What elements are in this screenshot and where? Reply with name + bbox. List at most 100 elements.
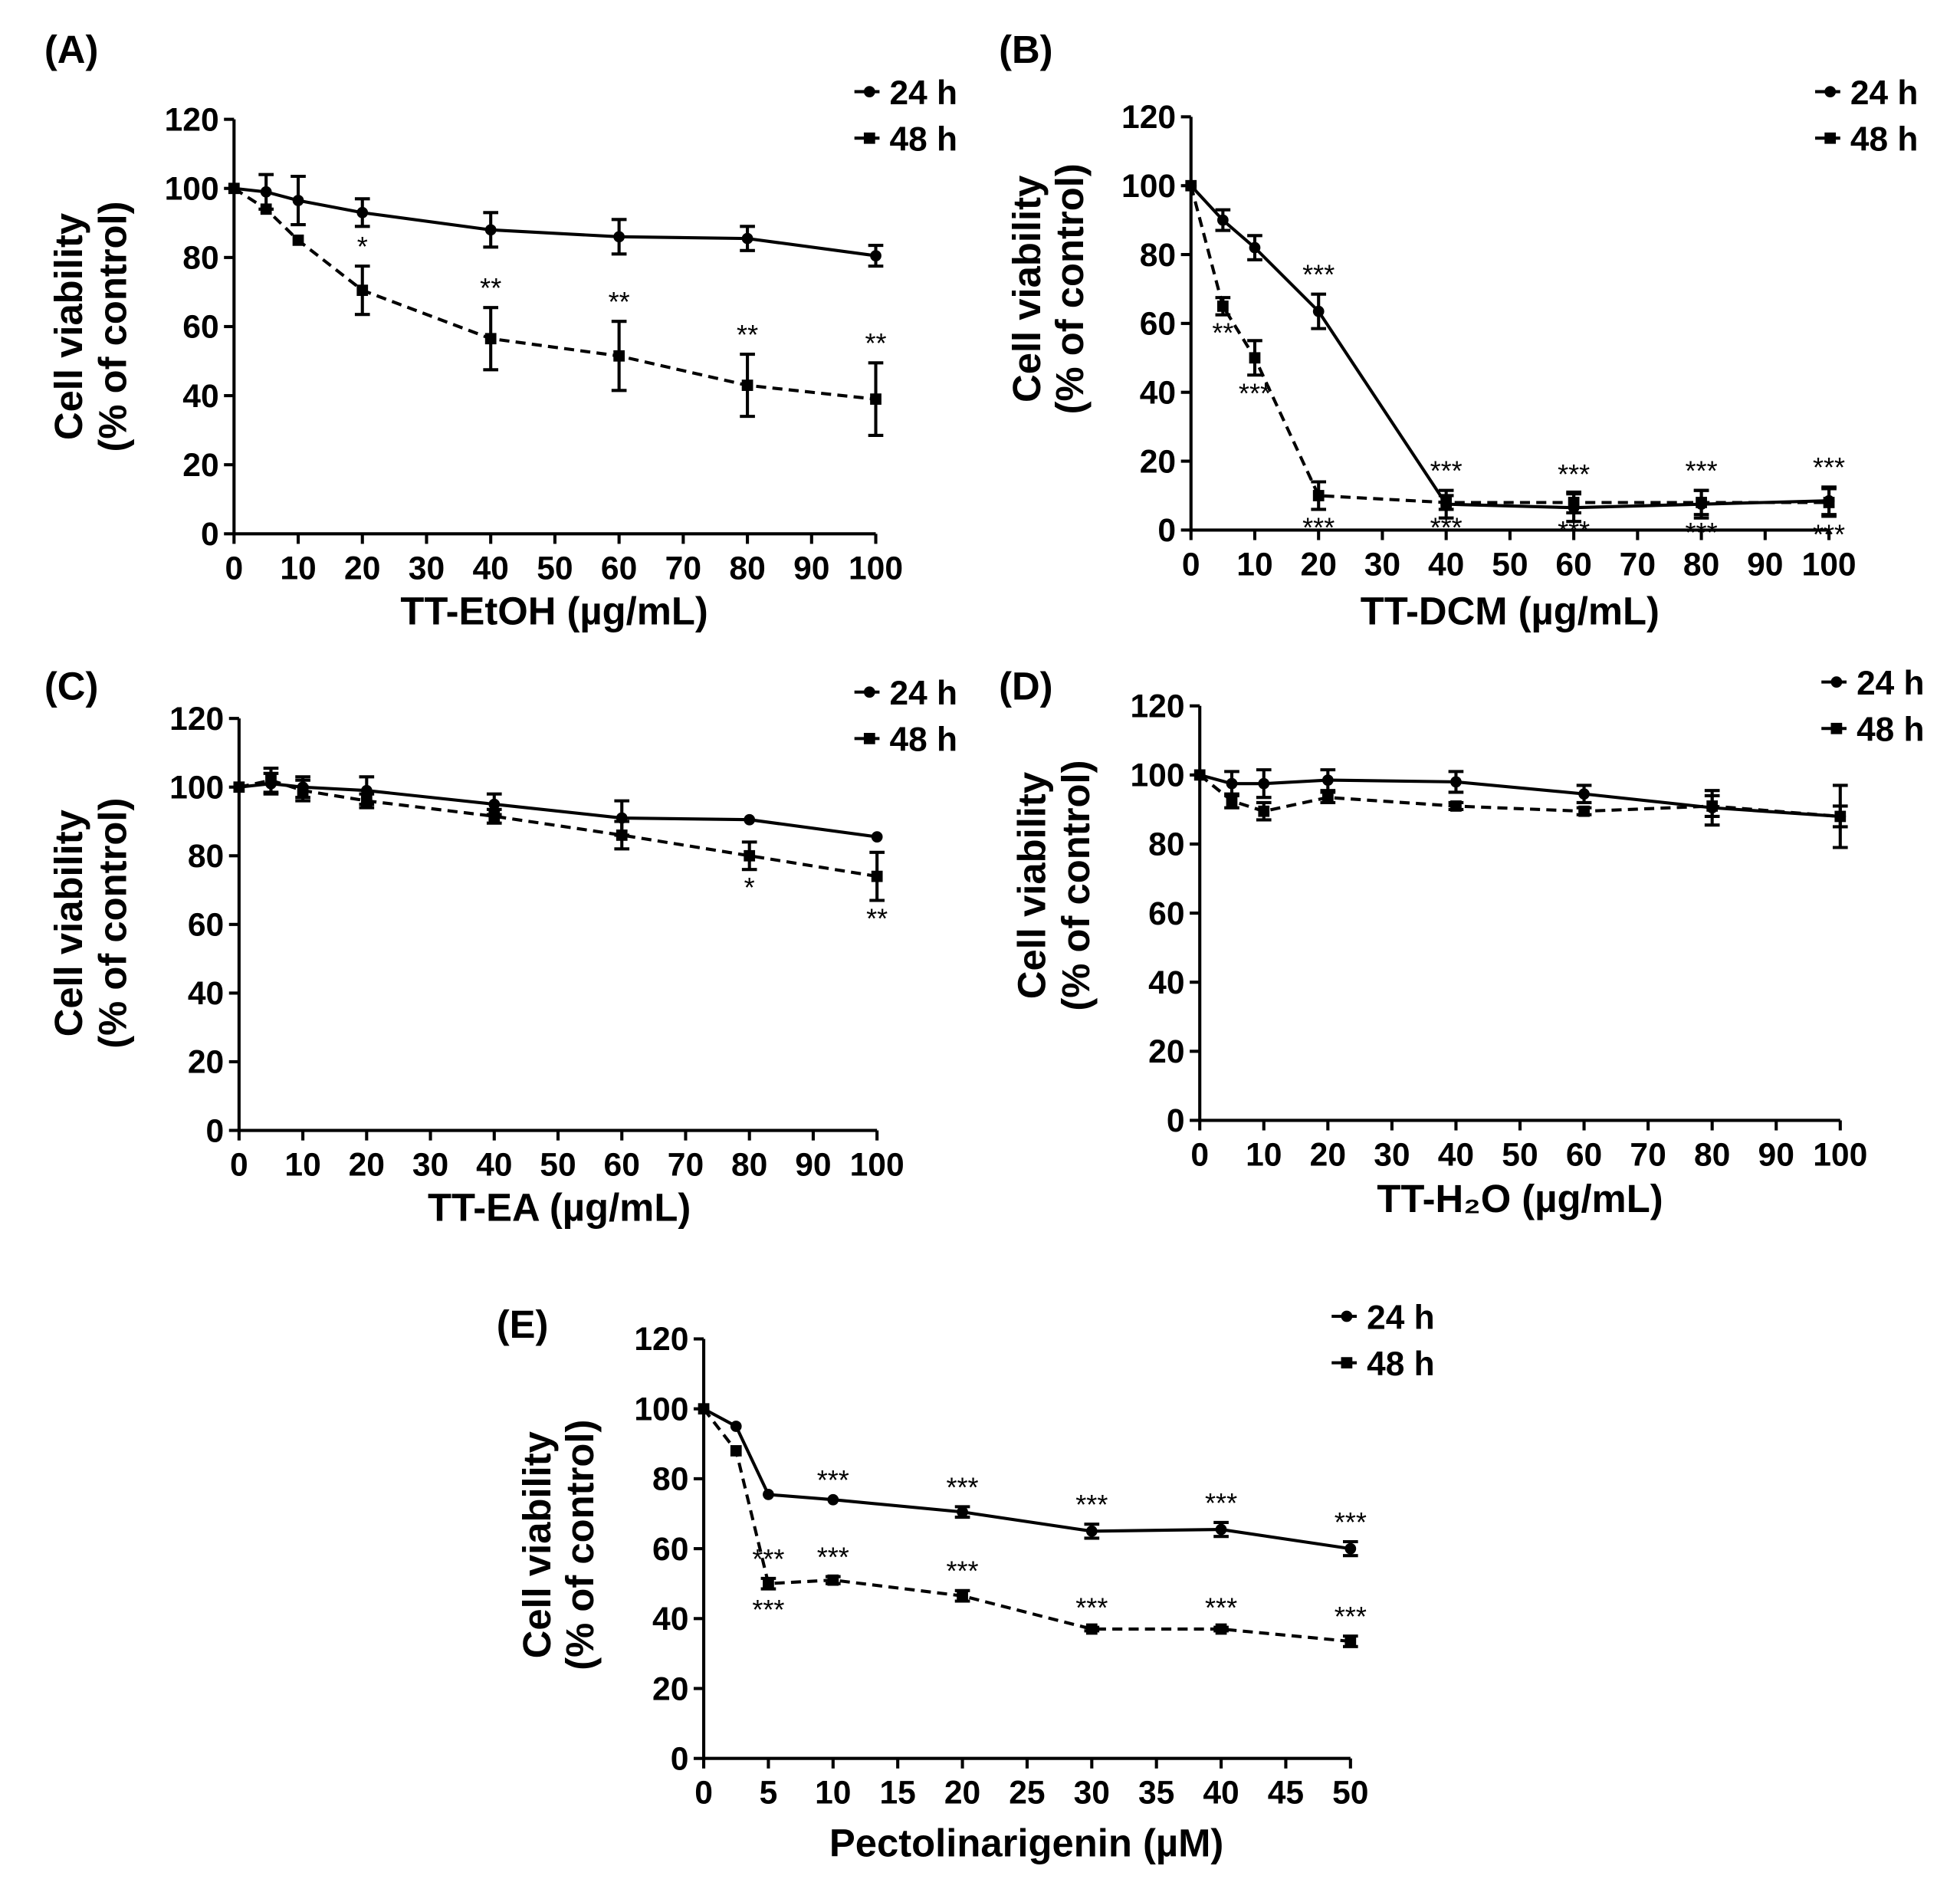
panel-label: (A) xyxy=(44,28,98,71)
data-point xyxy=(744,849,756,862)
x-tick-label: 100 xyxy=(1813,1136,1867,1173)
data-point xyxy=(730,1421,742,1432)
x-tick-label: 50 xyxy=(540,1147,576,1184)
data-point xyxy=(488,810,501,823)
x-tick-label: 5 xyxy=(760,1775,778,1812)
x-tick-label: 20 xyxy=(1301,546,1337,583)
legend-marker xyxy=(863,86,875,97)
x-tick-label: 30 xyxy=(409,550,445,586)
legend-label: 24 h xyxy=(890,675,957,712)
significance-marker: *** xyxy=(1813,518,1845,550)
x-tick-label: 50 xyxy=(1502,1136,1538,1173)
significance-marker: *** xyxy=(752,1543,784,1575)
series-line xyxy=(1190,184,1830,510)
x-tick-label: 30 xyxy=(1074,1775,1110,1812)
data-point xyxy=(1312,305,1325,317)
data-point xyxy=(1226,777,1238,790)
data-point xyxy=(1344,1542,1357,1555)
x-tick-label: 30 xyxy=(1364,546,1400,583)
series-48h xyxy=(1193,769,1848,829)
significance-marker: ** xyxy=(865,327,886,359)
y-tick-label: 80 xyxy=(188,838,224,875)
x-tick-label: 0 xyxy=(1182,546,1200,583)
panel-label: (C) xyxy=(44,665,98,708)
panel-label: (B) xyxy=(999,28,1052,71)
data-point xyxy=(698,1403,710,1415)
series-24h: *** *** *** *** *** xyxy=(1185,179,1845,524)
y-tick-label: 120 xyxy=(165,101,219,138)
y-tick-label: 40 xyxy=(182,378,218,415)
data-point xyxy=(265,774,277,787)
y-axis-title: Cell viability xyxy=(47,810,90,1036)
significance-marker: *** xyxy=(1302,511,1335,543)
data-point xyxy=(1185,179,1197,192)
significance-marker: * xyxy=(357,231,368,262)
data-point xyxy=(1085,1525,1098,1537)
y-tick-label: 0 xyxy=(671,1740,689,1777)
x-tick-label: 10 xyxy=(280,550,316,586)
data-point xyxy=(1321,774,1334,787)
x-tick-label: 90 xyxy=(1758,1136,1794,1173)
y-tick-label: 60 xyxy=(652,1531,688,1568)
x-tick-label: 15 xyxy=(879,1775,915,1812)
x-tick-label: 45 xyxy=(1268,1775,1304,1812)
x-tick-label: 10 xyxy=(284,1147,320,1184)
data-point xyxy=(871,831,883,843)
x-tick-label: 30 xyxy=(412,1147,448,1184)
legend-label: 24 h xyxy=(1850,74,1918,112)
y-tick-label: 20 xyxy=(182,447,218,484)
x-tick-label: 20 xyxy=(1310,1136,1346,1173)
data-point xyxy=(616,829,628,841)
x-tick-label: 50 xyxy=(1332,1775,1368,1812)
y-tick-label: 40 xyxy=(1140,374,1176,411)
x-tick-label: 100 xyxy=(1802,546,1857,583)
chart-panel-a: (A) 0 20 40 60 80 100 120 0 10 20 30 40 50 60 70 80 90 100… xyxy=(44,28,957,632)
data-point xyxy=(1823,497,1835,508)
y-tick-label: 100 xyxy=(1121,168,1176,205)
data-point xyxy=(870,393,882,405)
x-tick-label: 40 xyxy=(473,550,509,586)
legend-label: 48 h xyxy=(1367,1345,1434,1383)
x-tick-label: 0 xyxy=(694,1775,713,1812)
legend-marker xyxy=(1824,86,1837,97)
y-tick-label: 0 xyxy=(206,1112,225,1149)
x-tick-label: 20 xyxy=(349,1147,385,1184)
significance-marker: *** xyxy=(1558,515,1590,547)
x-tick-label: 40 xyxy=(1203,1775,1239,1812)
y-tick-label: 120 xyxy=(1131,688,1185,725)
data-point xyxy=(1085,1623,1098,1635)
series-line xyxy=(1189,185,1830,504)
y-tick-label: 120 xyxy=(634,1321,688,1358)
legend-label: 24 h xyxy=(890,74,957,112)
data-point xyxy=(1226,795,1238,807)
x-tick-label: 60 xyxy=(1555,546,1591,583)
legend-label: 48 h xyxy=(1850,121,1918,159)
significance-marker: *** xyxy=(947,1555,979,1587)
data-point xyxy=(1568,497,1580,508)
chart-panel-d: (D) 0 20 40 60 80 100 120 0 10 20 30 40 50 60 70 80 90 100… xyxy=(999,665,1924,1220)
y-tick-label: 80 xyxy=(1148,826,1184,863)
x-tick-label: 30 xyxy=(1374,1136,1410,1173)
x-tick-label: 90 xyxy=(793,550,829,586)
significance-marker: * xyxy=(744,872,755,903)
y-tick-label: 100 xyxy=(169,769,224,806)
x-tick-label: 40 xyxy=(1428,546,1464,583)
data-point xyxy=(488,798,501,810)
x-tick-label: 80 xyxy=(729,550,765,586)
x-tick-label: 100 xyxy=(849,550,903,586)
x-axis-title: TT-EA (µg/mL) xyxy=(428,1185,691,1229)
data-point xyxy=(1216,214,1229,226)
y-tick-label: 120 xyxy=(1121,99,1176,136)
x-tick-label: 90 xyxy=(795,1147,831,1184)
data-point xyxy=(1344,1635,1357,1647)
data-point xyxy=(228,182,240,195)
y-tick-label: 20 xyxy=(652,1670,688,1707)
data-point xyxy=(356,206,369,218)
data-point xyxy=(297,784,309,797)
y-axis-title: Cell viability xyxy=(515,1431,559,1658)
series-line xyxy=(234,186,876,258)
data-point xyxy=(1258,777,1270,790)
legend-marker xyxy=(863,732,875,744)
significance-marker: *** xyxy=(1205,1592,1237,1624)
